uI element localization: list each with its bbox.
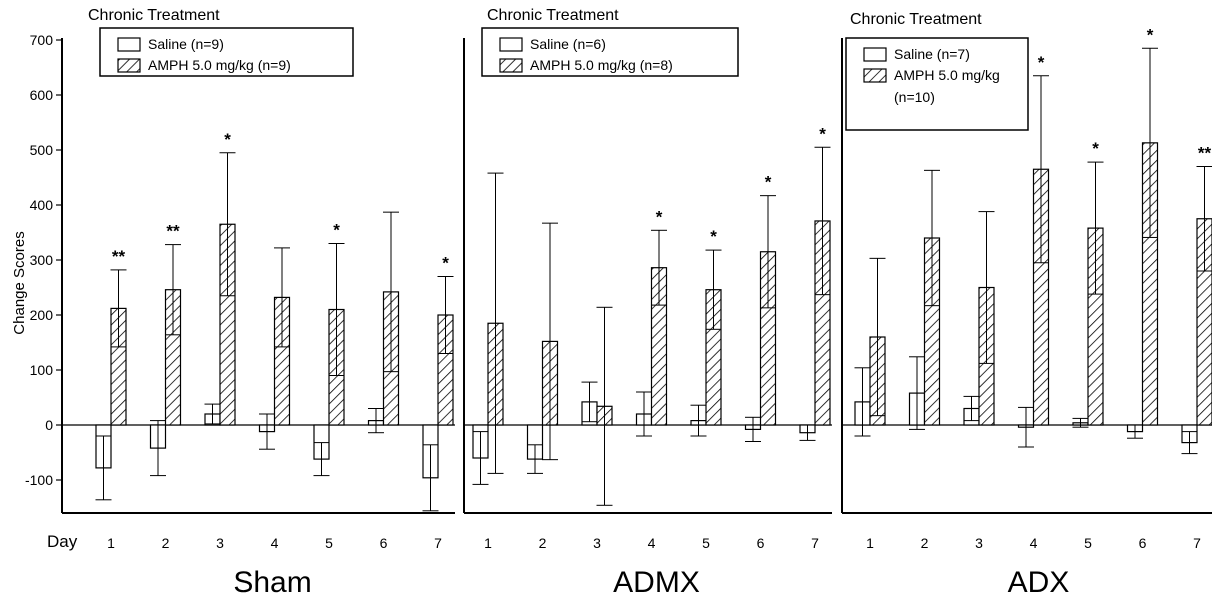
legend-swatch-hatched [499,58,523,73]
legend-label-saline: Saline (n=6) [530,36,606,52]
y-tick-label: 700 [30,32,54,48]
x-tick-label: 6 [757,535,765,551]
x-axis-prefix: Day [47,532,78,551]
x-tick-label: 5 [702,535,710,551]
legend-swatch-hatched [863,68,887,83]
legend-swatch-hatched [117,58,141,73]
y-tick-label: 400 [30,197,54,213]
legend-swatch-open [499,37,523,52]
significance-marker: * [1147,25,1154,44]
x-tick-label: 1 [484,535,492,551]
panel-title: Chronic Treatment [88,7,220,24]
x-tick-label: 5 [1084,535,1092,551]
x-tick-label: 1 [866,535,874,551]
panel-label: Sham [233,566,311,599]
legend-label-amph: AMPH 5.0 mg/kg [894,67,1000,83]
significance-marker: ** [1198,144,1212,163]
legend-swatch-open [117,37,141,52]
significance-marker: * [819,124,826,143]
x-tick-label: 4 [1030,535,1038,551]
legend-label-amph: AMPH 5.0 mg/kg (n=9) [148,57,291,73]
x-tick-label: 5 [325,535,333,551]
panel-label: ADX [1008,566,1070,599]
significance-marker: * [333,221,340,240]
significance-marker: ** [166,222,180,241]
chart-panel-3: Chronic Treatment Saline (n=7) AMPH 5.0 mg… [841,11,1212,599]
y-axis-title: Change Scores [11,231,28,334]
x-tick-label: 7 [434,535,442,551]
significance-marker: * [710,227,717,246]
legend-label-saline: Saline (n=7) [894,46,970,62]
legend-label-saline: Saline (n=9) [148,36,224,52]
y-tick-label: 300 [30,252,54,268]
x-tick-label: 2 [539,535,547,551]
y-tick-label: 200 [30,307,54,323]
panel-label: ADMX [613,566,700,599]
significance-marker: * [1038,53,1045,72]
x-tick-label: 4 [648,535,656,551]
x-tick-label: 7 [1193,535,1201,551]
legend-box [481,27,739,77]
y-tick-label: 600 [30,87,54,103]
chart-panel-2: Chronic Treatment Saline (n=6) AMPH 5.0 mg… [463,7,832,599]
significance-marker: * [442,254,449,273]
significance-marker: * [765,173,772,192]
legend-swatch-open [863,47,887,62]
x-tick-label: 4 [271,535,279,551]
y-tick-label: 100 [30,362,54,378]
x-tick-label: 7 [811,535,819,551]
legend-box [99,27,354,77]
legend-label-amph: AMPH 5.0 mg/kg (n=8) [530,57,673,73]
significance-marker: * [1092,139,1099,158]
x-tick-label: 6 [380,535,388,551]
significance-marker: * [224,130,231,149]
x-tick-label: 6 [1139,535,1147,551]
y-tick-label: 0 [45,417,53,433]
x-tick-label: 2 [162,535,170,551]
x-tick-label: 3 [593,535,601,551]
x-tick-label: 3 [216,535,224,551]
x-tick-label: 3 [975,535,983,551]
panels: -100 0 100 200 300 400 500 600 700 Chronic Treatm… [25,7,1212,599]
panel-title: Chronic Treatment [487,7,619,24]
x-tick-label: 1 [107,535,115,551]
y-tick-label: 500 [30,142,54,158]
significance-marker: ** [112,247,126,266]
legend-label-amph: (n=10) [894,89,935,105]
y-tick-label: -100 [25,472,53,488]
significance-marker: * [656,207,663,226]
x-tick-label: 2 [921,535,929,551]
chart-panel-1: -100 0 100 200 300 400 500 600 700 Chronic Treatm… [25,7,455,599]
panel-title: Chronic Treatment [850,11,982,28]
